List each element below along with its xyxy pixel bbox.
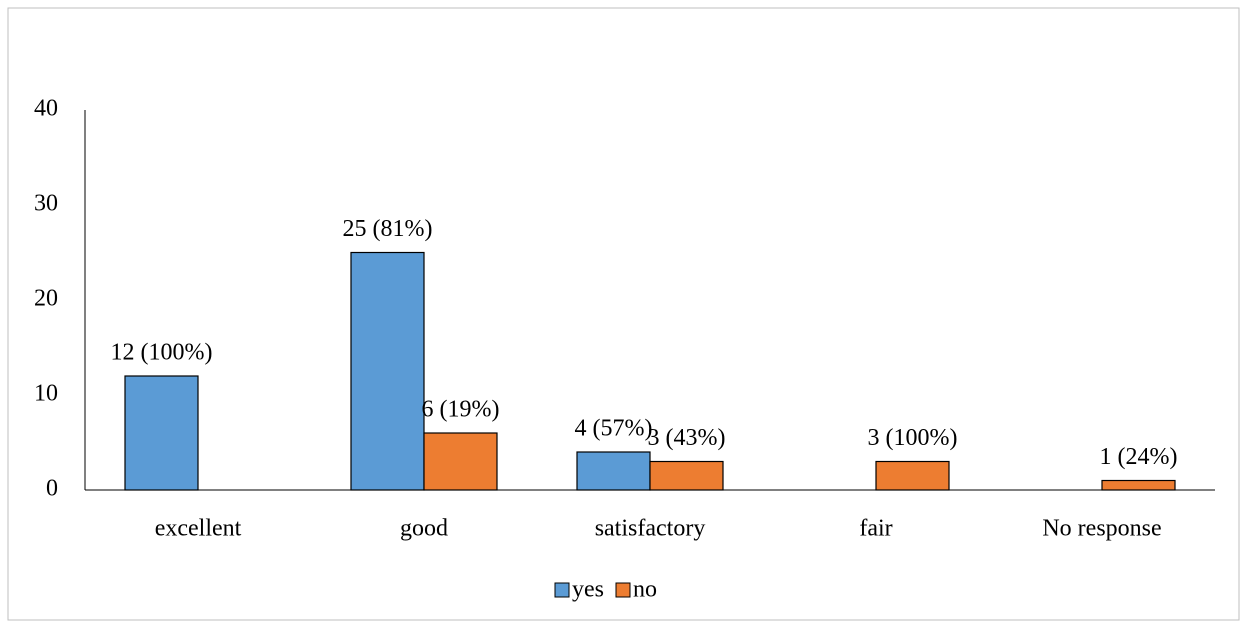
bar [350,251,425,491]
data-label: 1 (24%) [1100,444,1178,470]
x-tick-label: satisfactory [595,516,706,542]
y-tick-label: 40 [34,96,58,122]
bar [649,460,724,491]
data-label: 6 (19%) [422,397,500,423]
data-label: 25 (81%) [343,216,433,242]
x-tick-label: excellent [155,516,242,542]
y-tick-label: 30 [34,191,58,217]
bar [423,432,498,491]
y-tick-label: 10 [34,381,58,407]
legend-swatch [615,582,631,598]
data-label: 12 (100%) [111,340,213,366]
bar [124,375,199,491]
legend-label: yes [572,577,604,603]
legend-swatch [554,582,570,598]
bar [576,451,651,491]
y-tick-label: 0 [46,476,58,502]
chart-frame [7,7,1240,621]
data-label: 3 (100%) [868,425,958,451]
x-tick-label: No response [1042,516,1161,542]
bar [875,460,950,491]
x-tick-label: fair [859,516,892,542]
y-tick-label: 20 [34,286,58,312]
x-tick-label: good [400,516,448,542]
data-label: 3 (43%) [648,425,726,451]
legend-label: no [633,577,657,603]
bar [1101,479,1176,491]
data-label: 4 (57%) [575,416,653,442]
